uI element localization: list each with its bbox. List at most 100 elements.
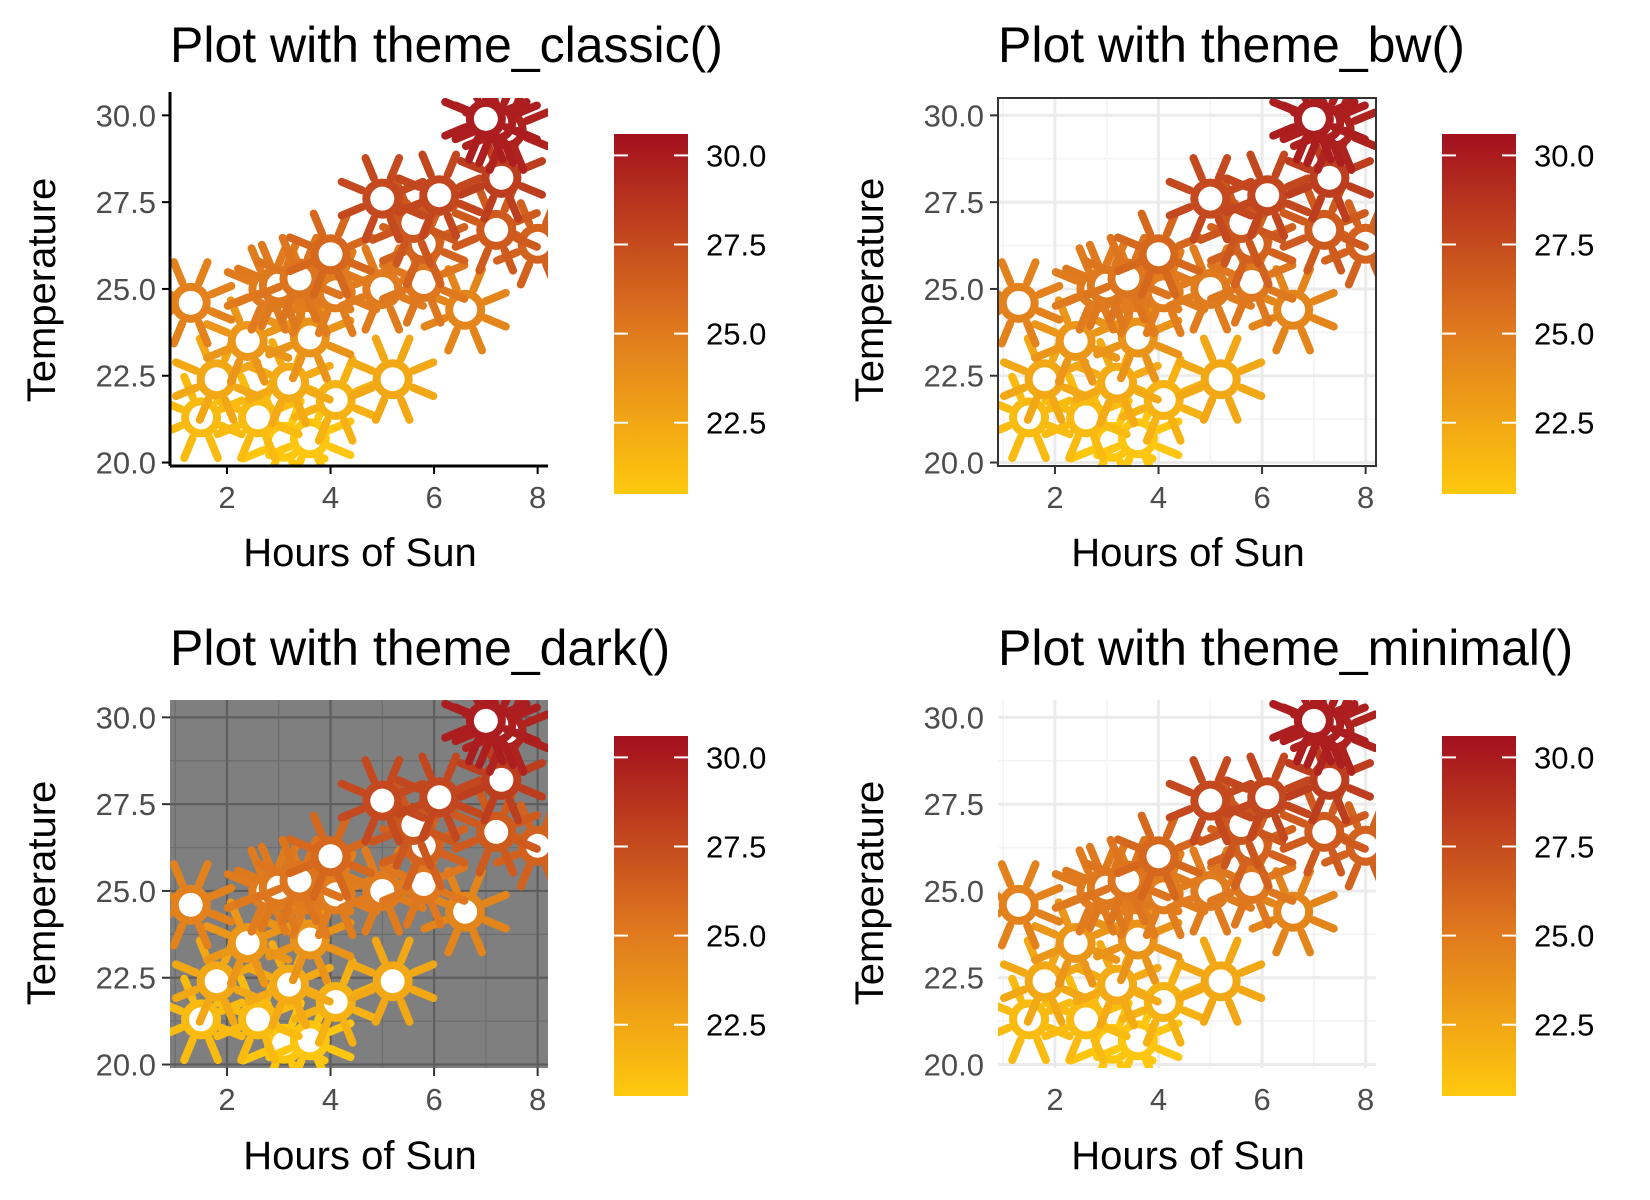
- colorbar-tick-label: 22.5: [1534, 406, 1594, 441]
- colorbar-tick-label: 27.5: [1534, 227, 1594, 262]
- points-layer: [998, 98, 1376, 466]
- colorbar-gradient: [1442, 736, 1516, 1096]
- panel-title: Plot with theme_classic(): [170, 17, 723, 73]
- x-tick-label: 2: [1046, 480, 1063, 515]
- colorbar-tick-label: 30.0: [1534, 740, 1594, 775]
- points-layer: [170, 700, 548, 1068]
- y-tick-label: 25.0: [96, 874, 156, 909]
- panel-theme-dark: Plot with theme_dark() 20.0 22.5 25.0 27.5 3…: [20, 620, 766, 1178]
- colorbar-tick-label: 22.5: [1534, 1008, 1594, 1043]
- x-axis-title: Hours of Sun: [1071, 531, 1304, 575]
- sun-icon: [441, 98, 531, 164]
- colorbar-tick-label: 27.5: [706, 227, 766, 262]
- sun-icon: [394, 150, 484, 240]
- colorbar-tick-label: 22.5: [706, 1008, 766, 1043]
- colorbar-legend: 22.5 25.0 27.5 30.0: [614, 736, 766, 1096]
- y-tick-labels: 20.0 22.5 25.0 27.5 30.0: [924, 98, 984, 480]
- sun-icon: [348, 936, 438, 1026]
- sun-icon: [1082, 835, 1173, 926]
- sun-icon: [1165, 756, 1255, 846]
- y-tick-labels: 20.0 22.5 25.0 27.5 30.0: [96, 98, 156, 480]
- colorbar-gradient: [614, 134, 688, 494]
- y-tick-label: 25.0: [924, 874, 984, 909]
- sun-icon: [337, 846, 427, 936]
- x-tick-label: 2: [218, 480, 235, 515]
- y-axis-title: Temperature: [20, 781, 64, 1006]
- sun-icon: [337, 154, 427, 244]
- x-tick-label: 8: [529, 1082, 546, 1117]
- colorbar-tick-label: 22.5: [706, 406, 766, 441]
- colorbar-tick-label: 30.0: [1534, 138, 1594, 173]
- sun-icon: [1269, 98, 1359, 164]
- sun-icon: [1113, 811, 1204, 901]
- x-tick-label: 8: [1357, 1082, 1374, 1117]
- y-tick-label: 27.5: [96, 787, 156, 822]
- colorbar-legend: 22.5 25.0 27.5 30.0: [614, 134, 766, 494]
- x-tick-label: 6: [425, 1082, 442, 1117]
- y-tick-label: 25.0: [924, 272, 984, 307]
- y-tick-label: 30.0: [96, 98, 156, 133]
- y-tick-labels: 20.0 22.5 25.0 27.5 30.0: [924, 700, 984, 1082]
- panel-theme-bw: Plot with theme_bw() 20.0 22.5 25.0 27.5 30.…: [848, 17, 1594, 575]
- colorbar-tick-label: 27.5: [706, 829, 766, 864]
- x-tick-label: 6: [1253, 480, 1270, 515]
- y-tick-label: 27.5: [924, 185, 984, 220]
- x-tick-label: 4: [1150, 1082, 1167, 1117]
- y-tick-label: 20.0: [924, 1048, 984, 1083]
- x-tick-labels: 2 4 6 8: [1046, 1082, 1374, 1117]
- axes: [990, 97, 1377, 474]
- sun-icon: [1165, 154, 1255, 244]
- axes: [162, 92, 548, 474]
- y-tick-label: 22.5: [924, 359, 984, 394]
- x-tick-label: 4: [322, 1082, 339, 1117]
- y-axis-title: Temperature: [848, 781, 892, 1006]
- x-tick-label: 4: [322, 480, 339, 515]
- x-tick-label: 8: [1357, 480, 1374, 515]
- axes: [162, 716, 539, 1076]
- sun-icon: [348, 334, 438, 424]
- x-tick-label: 4: [1150, 480, 1167, 515]
- colorbar-tick-label: 30.0: [706, 138, 766, 173]
- y-axis-title: Temperature: [848, 178, 892, 403]
- colorbar-tick-label: 25.0: [1534, 919, 1594, 954]
- sun-icon: [1176, 334, 1266, 424]
- sun-icon: [998, 860, 1064, 950]
- x-tick-labels: 2 4 6 8: [218, 480, 546, 515]
- y-tick-label: 20.0: [924, 446, 984, 481]
- y-tick-label: 27.5: [924, 787, 984, 822]
- colorbar-tick-label: 25.0: [1534, 317, 1594, 352]
- panel-theme-classic: Plot with theme_classic() 20.0 22.5 25.0 27…: [20, 17, 766, 575]
- sun-icon: [1279, 185, 1369, 275]
- sun-icon: [1176, 936, 1266, 1026]
- x-tick-label: 8: [529, 480, 546, 515]
- sun-icon: [170, 860, 236, 950]
- sun-icon: [441, 700, 531, 766]
- x-tick-label: 6: [1253, 1082, 1270, 1117]
- x-tick-label: 2: [218, 1082, 235, 1117]
- x-axis-title: Hours of Sun: [1071, 1134, 1304, 1178]
- sun-icon: [1222, 752, 1312, 842]
- sun-icon: [999, 936, 1090, 1026]
- colorbar-gradient: [1442, 134, 1516, 494]
- colorbar-tick-label: 27.5: [1534, 829, 1594, 864]
- x-axis-title: Hours of Sun: [243, 1134, 476, 1178]
- y-tick-label: 30.0: [924, 98, 984, 133]
- y-tick-label: 22.5: [96, 359, 156, 394]
- x-tick-labels: 2 4 6 8: [218, 1082, 546, 1117]
- colorbar-gradient: [614, 736, 688, 1096]
- sun-icon: [394, 752, 484, 842]
- x-tick-label: 2: [1046, 1082, 1063, 1117]
- colorbar-legend: 22.5 25.0 27.5 30.0: [1442, 134, 1594, 494]
- panel-title: Plot with theme_dark(): [170, 620, 670, 676]
- y-tick-label: 20.0: [96, 446, 156, 481]
- sun-icon: [998, 258, 1064, 348]
- y-tick-label: 22.5: [96, 961, 156, 996]
- colorbar-tick-label: 25.0: [706, 317, 766, 352]
- sun-icon: [1269, 700, 1359, 766]
- panel-title: Plot with theme_minimal(): [998, 620, 1573, 676]
- sun-icon: [420, 867, 510, 957]
- panel-theme-minimal: Plot with theme_minimal() 20.0 22.5 25.0 27…: [848, 620, 1594, 1178]
- points-layer: [170, 98, 548, 466]
- colorbar-tick-label: 25.0: [706, 919, 766, 954]
